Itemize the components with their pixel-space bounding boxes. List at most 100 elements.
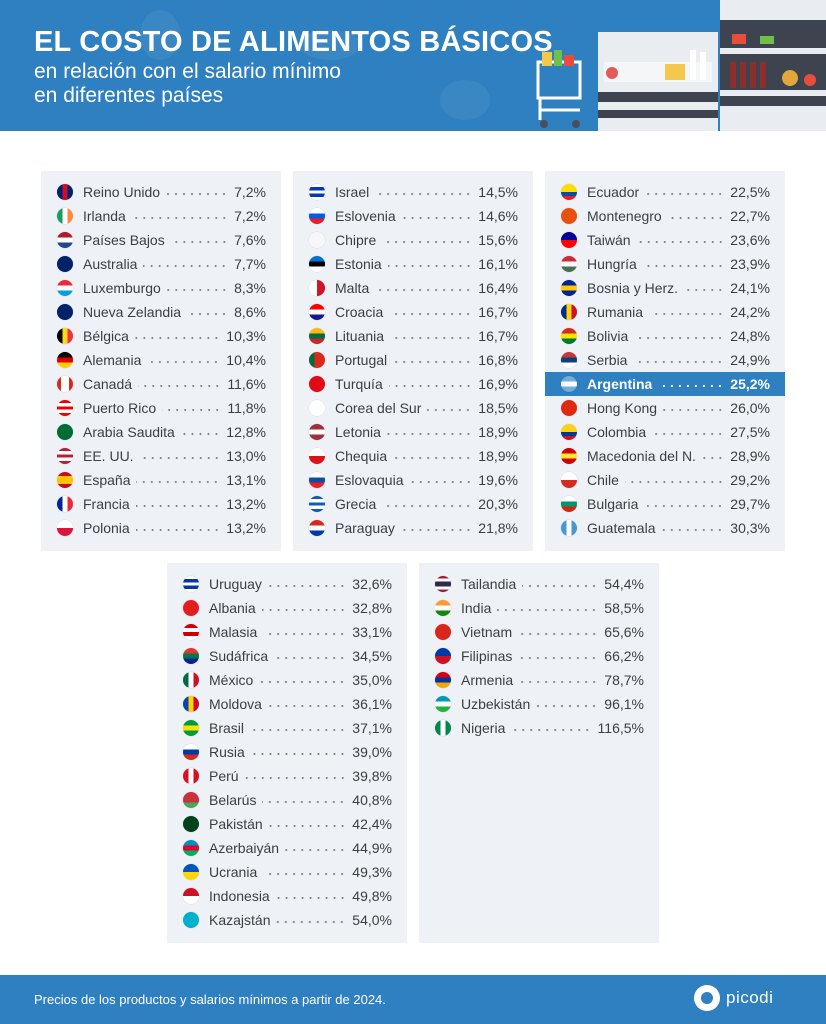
country-row: Malasia 33,1% [167,620,407,644]
cost-percentage: 14,6% [478,208,518,224]
flag-icon [57,256,73,272]
cost-percentage: 26,0% [730,400,770,416]
country-panel-1: Reino Unido 7,2% Irlanda 7,2% Países Bajos 7,… [41,171,281,551]
cost-percentage: 7,6% [234,232,266,248]
dot-leader [667,216,725,220]
cost-percentage: 16,1% [478,256,518,272]
country-name: Guatemala [587,520,656,536]
cost-percentage: 12,8% [226,424,266,440]
country-row: Países Bajos 7,6% [41,228,281,252]
country-name: España [83,472,131,488]
flag-icon [183,624,199,640]
dot-leader [393,360,473,364]
dot-leader [170,240,229,244]
flag-icon [561,424,577,440]
country-row: Chequia 18,9% [293,444,533,468]
country-name: Puerto Rico [83,400,157,416]
flag-icon [183,744,199,760]
country-row: Albania 32,8% [167,596,407,620]
dot-leader [162,408,222,412]
cost-percentage: 39,0% [352,744,392,760]
country-row: Serbia 24,9% [545,348,785,372]
dot-leader [135,504,221,508]
country-row: Bulgaria 29,7% [545,492,785,516]
country-row: Estonia 16,1% [293,252,533,276]
flag-icon [57,424,73,440]
dot-leader [263,872,347,876]
dot-leader [684,288,725,292]
dot-leader [261,608,347,612]
dot-leader [644,504,725,508]
cost-percentage: 8,6% [234,304,266,320]
country-name: México [209,672,254,688]
dot-leader [263,632,347,636]
country-row: Lituania 16,7% [293,324,533,348]
flag-icon [561,496,577,512]
country-row: Corea del Sur 18,5% [293,396,533,420]
flag-icon [57,448,73,464]
country-row: Nueva Zelandia 8,6% [41,300,281,324]
flag-icon [561,208,577,224]
cost-percentage: 19,6% [478,472,518,488]
dot-leader [409,480,473,484]
country-name: Letonia [335,424,381,440]
country-panel-5: Tailandia 54,4% India 58,5% Vietnam 65,6% Fili… [419,563,659,943]
country-name: Eslovenia [335,208,396,224]
country-row: Indonesia 49,8% [167,884,407,908]
country-row: Montenegro 22,7% [545,204,785,228]
country-row: Israel 14,5% [293,180,533,204]
cost-percentage: 21,8% [478,520,518,536]
country-panel-2: Israel 14,5% Eslovenia 14,6% Chipre 15,6% Esto… [293,171,533,551]
flag-icon [183,648,199,664]
cost-percentage: 7,7% [234,256,266,272]
cost-percentage: 10,3% [226,328,266,344]
dot-leader [519,680,599,684]
dot-leader [663,408,725,412]
dot-leader [624,480,725,484]
cost-percentage: 13,2% [226,520,266,536]
footnote: Precios de los productos y salarios míni… [34,992,386,1007]
cost-percentage: 29,2% [730,472,770,488]
dot-leader [389,312,473,316]
country-row: Reino Unido 7,2% [41,180,281,204]
dot-leader [143,264,229,268]
country-row: Rumania 24,2% [545,300,785,324]
cost-percentage: 49,3% [352,864,392,880]
grocery-store-illustration [536,0,826,131]
country-row: Turquía 16,9% [293,372,533,396]
dot-leader [187,312,229,316]
country-row: Moldova 36,1% [167,692,407,716]
flag-icon [561,184,577,200]
country-name: Países Bajos [83,232,165,248]
dot-leader [633,360,725,364]
country-name: Perú [209,768,239,784]
cost-percentage: 13,2% [226,496,266,512]
dot-leader [642,264,725,268]
country-row: Puerto Rico 11,8% [41,396,281,420]
country-row: Chipre 15,6% [293,228,533,252]
country-name: Malasia [209,624,258,640]
flag-icon [57,496,73,512]
dot-leader [166,192,229,196]
flag-icon [309,232,325,248]
flag-icon [309,376,325,392]
country-panel-3: Ecuador 22,5% Montenegro 22,7% Taiwán 23,6% Hu… [545,171,785,551]
flag-icon [57,400,73,416]
dot-leader [275,896,347,900]
country-name: Bulgaria [587,496,639,512]
flag-icon [57,208,73,224]
dot-leader [518,656,599,660]
dot-leader [250,728,347,732]
country-row: Kazajstán 54,0% [167,908,407,932]
dot-leader [649,312,725,316]
country-row: Vietnam 65,6% [419,620,659,644]
country-panel-4: Uruguay 32,6% Albania 32,8% Malasia 33,1% Sudá… [167,563,407,943]
country-name: Macedonia del N. [587,448,696,464]
country-name: Montenegro [587,208,662,224]
cost-percentage: 27,5% [730,424,770,440]
flag-icon [561,304,577,320]
country-row: Belarús 40,8% [167,788,407,812]
country-name: Portugal [335,352,388,368]
country-row: Hong Kong 26,0% [545,396,785,420]
country-name: Vietnam [461,624,513,640]
